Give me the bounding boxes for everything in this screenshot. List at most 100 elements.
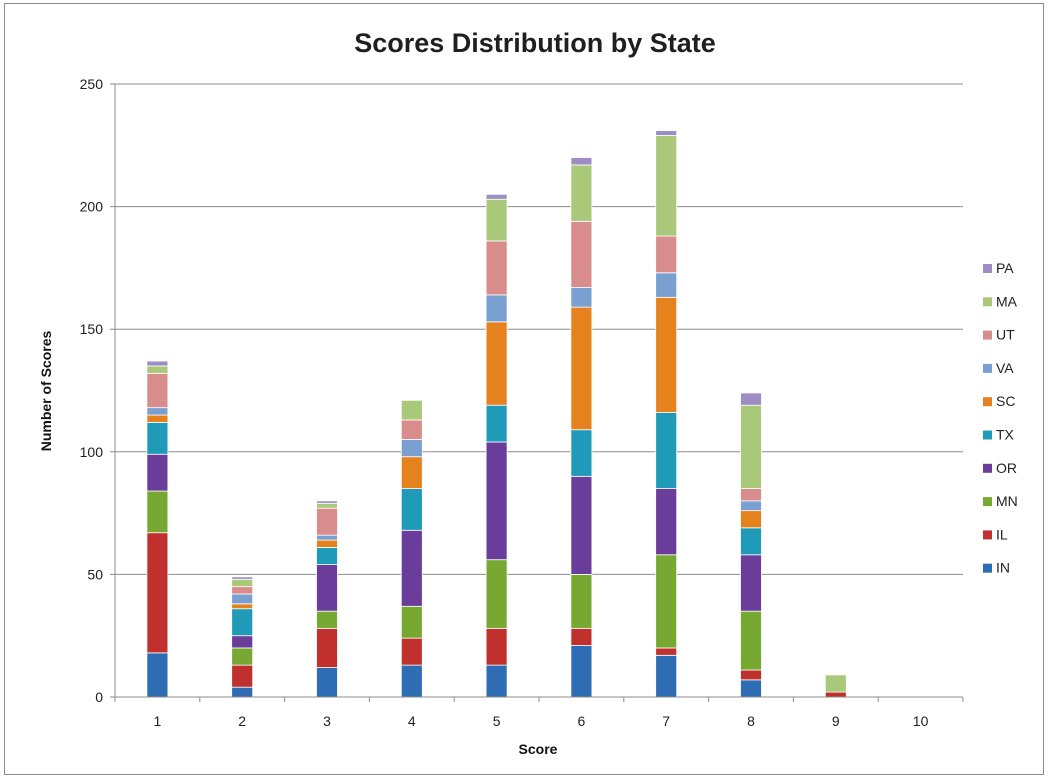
legend-swatch-sc bbox=[983, 397, 992, 407]
bar-segment-il-score-3 bbox=[316, 627, 338, 668]
x-tick-label: 4 bbox=[408, 713, 416, 729]
bar-segment-ut-score-8 bbox=[740, 488, 762, 502]
x-tick-label: 5 bbox=[493, 713, 501, 729]
stacked-bar-chart: Scores Distribution by State 0 50 100 150 20… bbox=[38, 28, 1018, 757]
bar-segment-mn-score-2 bbox=[231, 647, 254, 666]
legend-swatch-mn bbox=[983, 497, 992, 507]
bar-segment-sc-score-4 bbox=[400, 456, 423, 489]
bar-segment-or-score-1 bbox=[146, 453, 169, 492]
bar-segment-or-score-8 bbox=[740, 554, 762, 612]
y-tick-label: 100 bbox=[80, 444, 104, 460]
bar-segment-tx-score-6 bbox=[570, 429, 593, 477]
bar-segment-mn-score-4 bbox=[400, 605, 423, 639]
chart-frame: Scores Distribution by State 0 50 100 150 20… bbox=[4, 3, 1044, 775]
x-axis-ticks: 1 2 3 4 5 6 7 8 9 10 bbox=[114, 697, 964, 729]
y-tick-label: 250 bbox=[80, 76, 104, 92]
bar-segment-tx-score-4 bbox=[400, 488, 423, 531]
legend-label-il: IL bbox=[996, 526, 1008, 542]
bar-segment-tx-score-2 bbox=[231, 608, 254, 637]
y-tick-label: 0 bbox=[95, 689, 103, 705]
bar-segment-ma-score-9 bbox=[824, 674, 847, 693]
bar-segment-in-score-2 bbox=[231, 686, 254, 698]
legend-swatch-or bbox=[983, 463, 992, 473]
bar-segment-or-score-4 bbox=[400, 529, 423, 607]
bar-segment-tx-score-8 bbox=[740, 527, 762, 556]
bar-segment-va-score-6 bbox=[570, 287, 593, 308]
bar-segment-mn-score-7 bbox=[655, 554, 678, 649]
bar-segment-il-score-8 bbox=[740, 669, 762, 681]
chart-title: Scores Distribution by State bbox=[354, 28, 716, 58]
bar-segment-ma-score-4 bbox=[400, 399, 423, 421]
bar-segment-sc-score-6 bbox=[570, 306, 593, 431]
bar-segment-va-score-8 bbox=[740, 500, 762, 512]
bar-segment-ma-score-3 bbox=[316, 502, 338, 509]
bar-segment-va-score-3 bbox=[316, 534, 338, 541]
bar-segment-ma-score-8 bbox=[740, 404, 762, 489]
bar-segment-ut-score-3 bbox=[316, 507, 338, 536]
bar-segment-pa-score-1 bbox=[146, 360, 169, 367]
bar-segment-va-score-1 bbox=[146, 407, 169, 416]
bar-segment-mn-score-5 bbox=[485, 559, 508, 629]
x-tick-label: 9 bbox=[832, 713, 840, 729]
y-tick-label: 200 bbox=[80, 199, 104, 215]
gridlines bbox=[115, 83, 963, 575]
x-tick-label: 8 bbox=[747, 713, 755, 729]
legend-label-va: VA bbox=[996, 360, 1014, 376]
legend-label-sc: SC bbox=[996, 393, 1015, 409]
legend-label-tx: TX bbox=[996, 427, 1015, 443]
bar-segment-sc-score-8 bbox=[740, 510, 762, 529]
bar-segment-in-score-8 bbox=[740, 679, 762, 698]
bar-segment-ut-score-2 bbox=[231, 586, 254, 595]
legend-label-in: IN bbox=[996, 560, 1010, 576]
bar-segment-va-score-4 bbox=[400, 439, 423, 458]
bar-segment-ut-score-1 bbox=[146, 372, 169, 409]
x-tick-label: 10 bbox=[913, 713, 929, 729]
bar-segment-in-score-7 bbox=[655, 654, 678, 698]
bar-segment-pa-score-2 bbox=[231, 576, 254, 580]
legend-swatch-pa bbox=[983, 264, 992, 273]
bar-segment-va-score-7 bbox=[655, 272, 678, 298]
legend-swatch-in bbox=[983, 563, 992, 573]
bar-segment-mn-score-1 bbox=[146, 490, 169, 534]
bar-segment-or-score-5 bbox=[485, 441, 508, 561]
bar-segment-pa-score-3 bbox=[316, 500, 338, 504]
x-axis-title: Score bbox=[519, 741, 558, 757]
bar-segment-il-score-5 bbox=[485, 627, 508, 666]
bar-segment-ut-score-4 bbox=[400, 419, 423, 440]
legend-label-mn: MN bbox=[996, 493, 1018, 509]
bar-segment-tx-score-1 bbox=[146, 421, 169, 455]
legend-swatch-ut bbox=[983, 330, 992, 340]
bar-segment-ma-score-6 bbox=[570, 164, 593, 222]
y-tick-label: 50 bbox=[87, 566, 103, 582]
bar-segment-or-score-7 bbox=[655, 488, 678, 556]
bar-segment-pa-score-7 bbox=[655, 130, 678, 136]
bar-segment-tx-score-3 bbox=[316, 547, 338, 565]
x-tick-label: 6 bbox=[578, 713, 586, 729]
legend: PA MA UT VA SC TX OR MN IL IN bbox=[983, 260, 1018, 576]
bar-segment-or-score-2 bbox=[231, 635, 254, 649]
bar-segment-tx-score-5 bbox=[485, 404, 508, 443]
x-tick-label: 2 bbox=[238, 713, 246, 729]
bar-segment-or-score-3 bbox=[316, 564, 338, 612]
bar-segment-mn-score-6 bbox=[570, 574, 593, 629]
legend-swatch-ma bbox=[983, 297, 992, 307]
y-tick-label: 150 bbox=[80, 321, 104, 337]
bar-segment-il-score-6 bbox=[570, 627, 593, 646]
bar-segment-in-score-4 bbox=[400, 664, 423, 698]
bar-segment-il-score-7 bbox=[655, 647, 678, 656]
bar-segment-il-score-1 bbox=[146, 532, 169, 654]
bar-segment-ut-score-7 bbox=[655, 235, 678, 274]
bar-segment-pa-score-8 bbox=[740, 392, 762, 406]
legend-swatch-il bbox=[983, 530, 992, 540]
bar-segment-ut-score-5 bbox=[485, 240, 508, 296]
x-tick-label: 1 bbox=[154, 713, 162, 729]
bar-segment-va-score-2 bbox=[231, 593, 254, 605]
bar-segment-ma-score-2 bbox=[231, 578, 254, 588]
bar-segment-sc-score-7 bbox=[655, 296, 678, 413]
x-tick-label: 7 bbox=[662, 713, 670, 729]
bar-segment-sc-score-2 bbox=[231, 603, 254, 610]
bar-segment-in-score-5 bbox=[485, 664, 508, 698]
legend-label-pa: PA bbox=[996, 260, 1014, 276]
bar-segment-mn-score-3 bbox=[316, 610, 338, 629]
bar-segment-ma-score-1 bbox=[146, 365, 169, 374]
